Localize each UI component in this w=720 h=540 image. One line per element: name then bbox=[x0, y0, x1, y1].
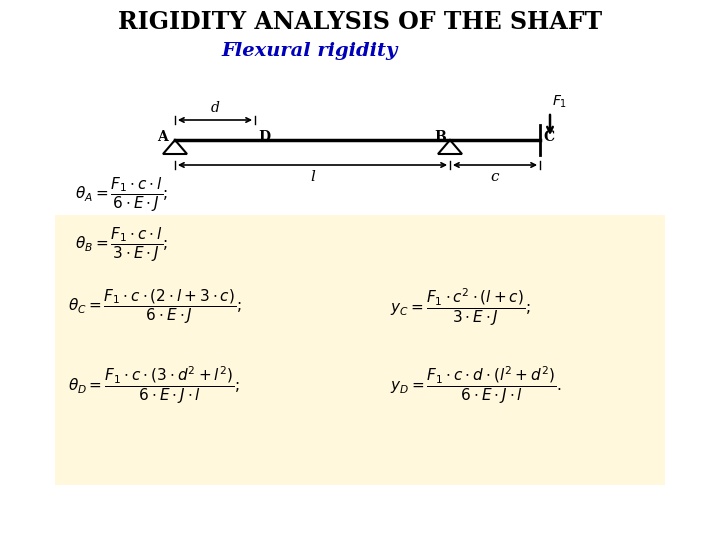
Text: $\theta_D = \dfrac{F_1 \cdot c \cdot (3 \cdot d^2 + l^2)}{6 \cdot E \cdot J \cdo: $\theta_D = \dfrac{F_1 \cdot c \cdot (3 … bbox=[68, 364, 240, 406]
Text: c: c bbox=[491, 170, 499, 184]
Text: B: B bbox=[434, 130, 446, 144]
Text: Flexural rigidity: Flexural rigidity bbox=[222, 42, 398, 60]
FancyBboxPatch shape bbox=[55, 215, 665, 485]
Text: d: d bbox=[210, 101, 220, 115]
Text: $F_1$: $F_1$ bbox=[552, 93, 567, 110]
Text: D: D bbox=[258, 130, 270, 144]
Text: $\theta_C = \dfrac{F_1 \cdot c \cdot (2 \cdot l + 3 \cdot c)}{6 \cdot E \cdot J}: $\theta_C = \dfrac{F_1 \cdot c \cdot (2 … bbox=[68, 288, 241, 326]
Text: l: l bbox=[310, 170, 315, 184]
Text: A: A bbox=[157, 130, 168, 144]
Text: $\theta_B = \dfrac{F_1 \cdot c \cdot l}{3 \cdot E \cdot J}$;: $\theta_B = \dfrac{F_1 \cdot c \cdot l}{… bbox=[75, 226, 168, 264]
Text: $y_C = \dfrac{F_1 \cdot c^2 \cdot (l + c)}{3 \cdot E \cdot J}$;: $y_C = \dfrac{F_1 \cdot c^2 \cdot (l + c… bbox=[390, 286, 531, 328]
Text: $\theta_A = \dfrac{F_1 \cdot c \cdot l}{6 \cdot E \cdot J}$;: $\theta_A = \dfrac{F_1 \cdot c \cdot l}{… bbox=[75, 176, 168, 214]
Text: RIGIDITY ANALYSIS OF THE SHAFT: RIGIDITY ANALYSIS OF THE SHAFT bbox=[118, 10, 602, 34]
Text: $y_D = \dfrac{F_1 \cdot c \cdot d \cdot (l^2 + d^2)}{6 \cdot E \cdot J \cdot l}$: $y_D = \dfrac{F_1 \cdot c \cdot d \cdot … bbox=[390, 364, 562, 406]
Text: C: C bbox=[543, 130, 554, 144]
